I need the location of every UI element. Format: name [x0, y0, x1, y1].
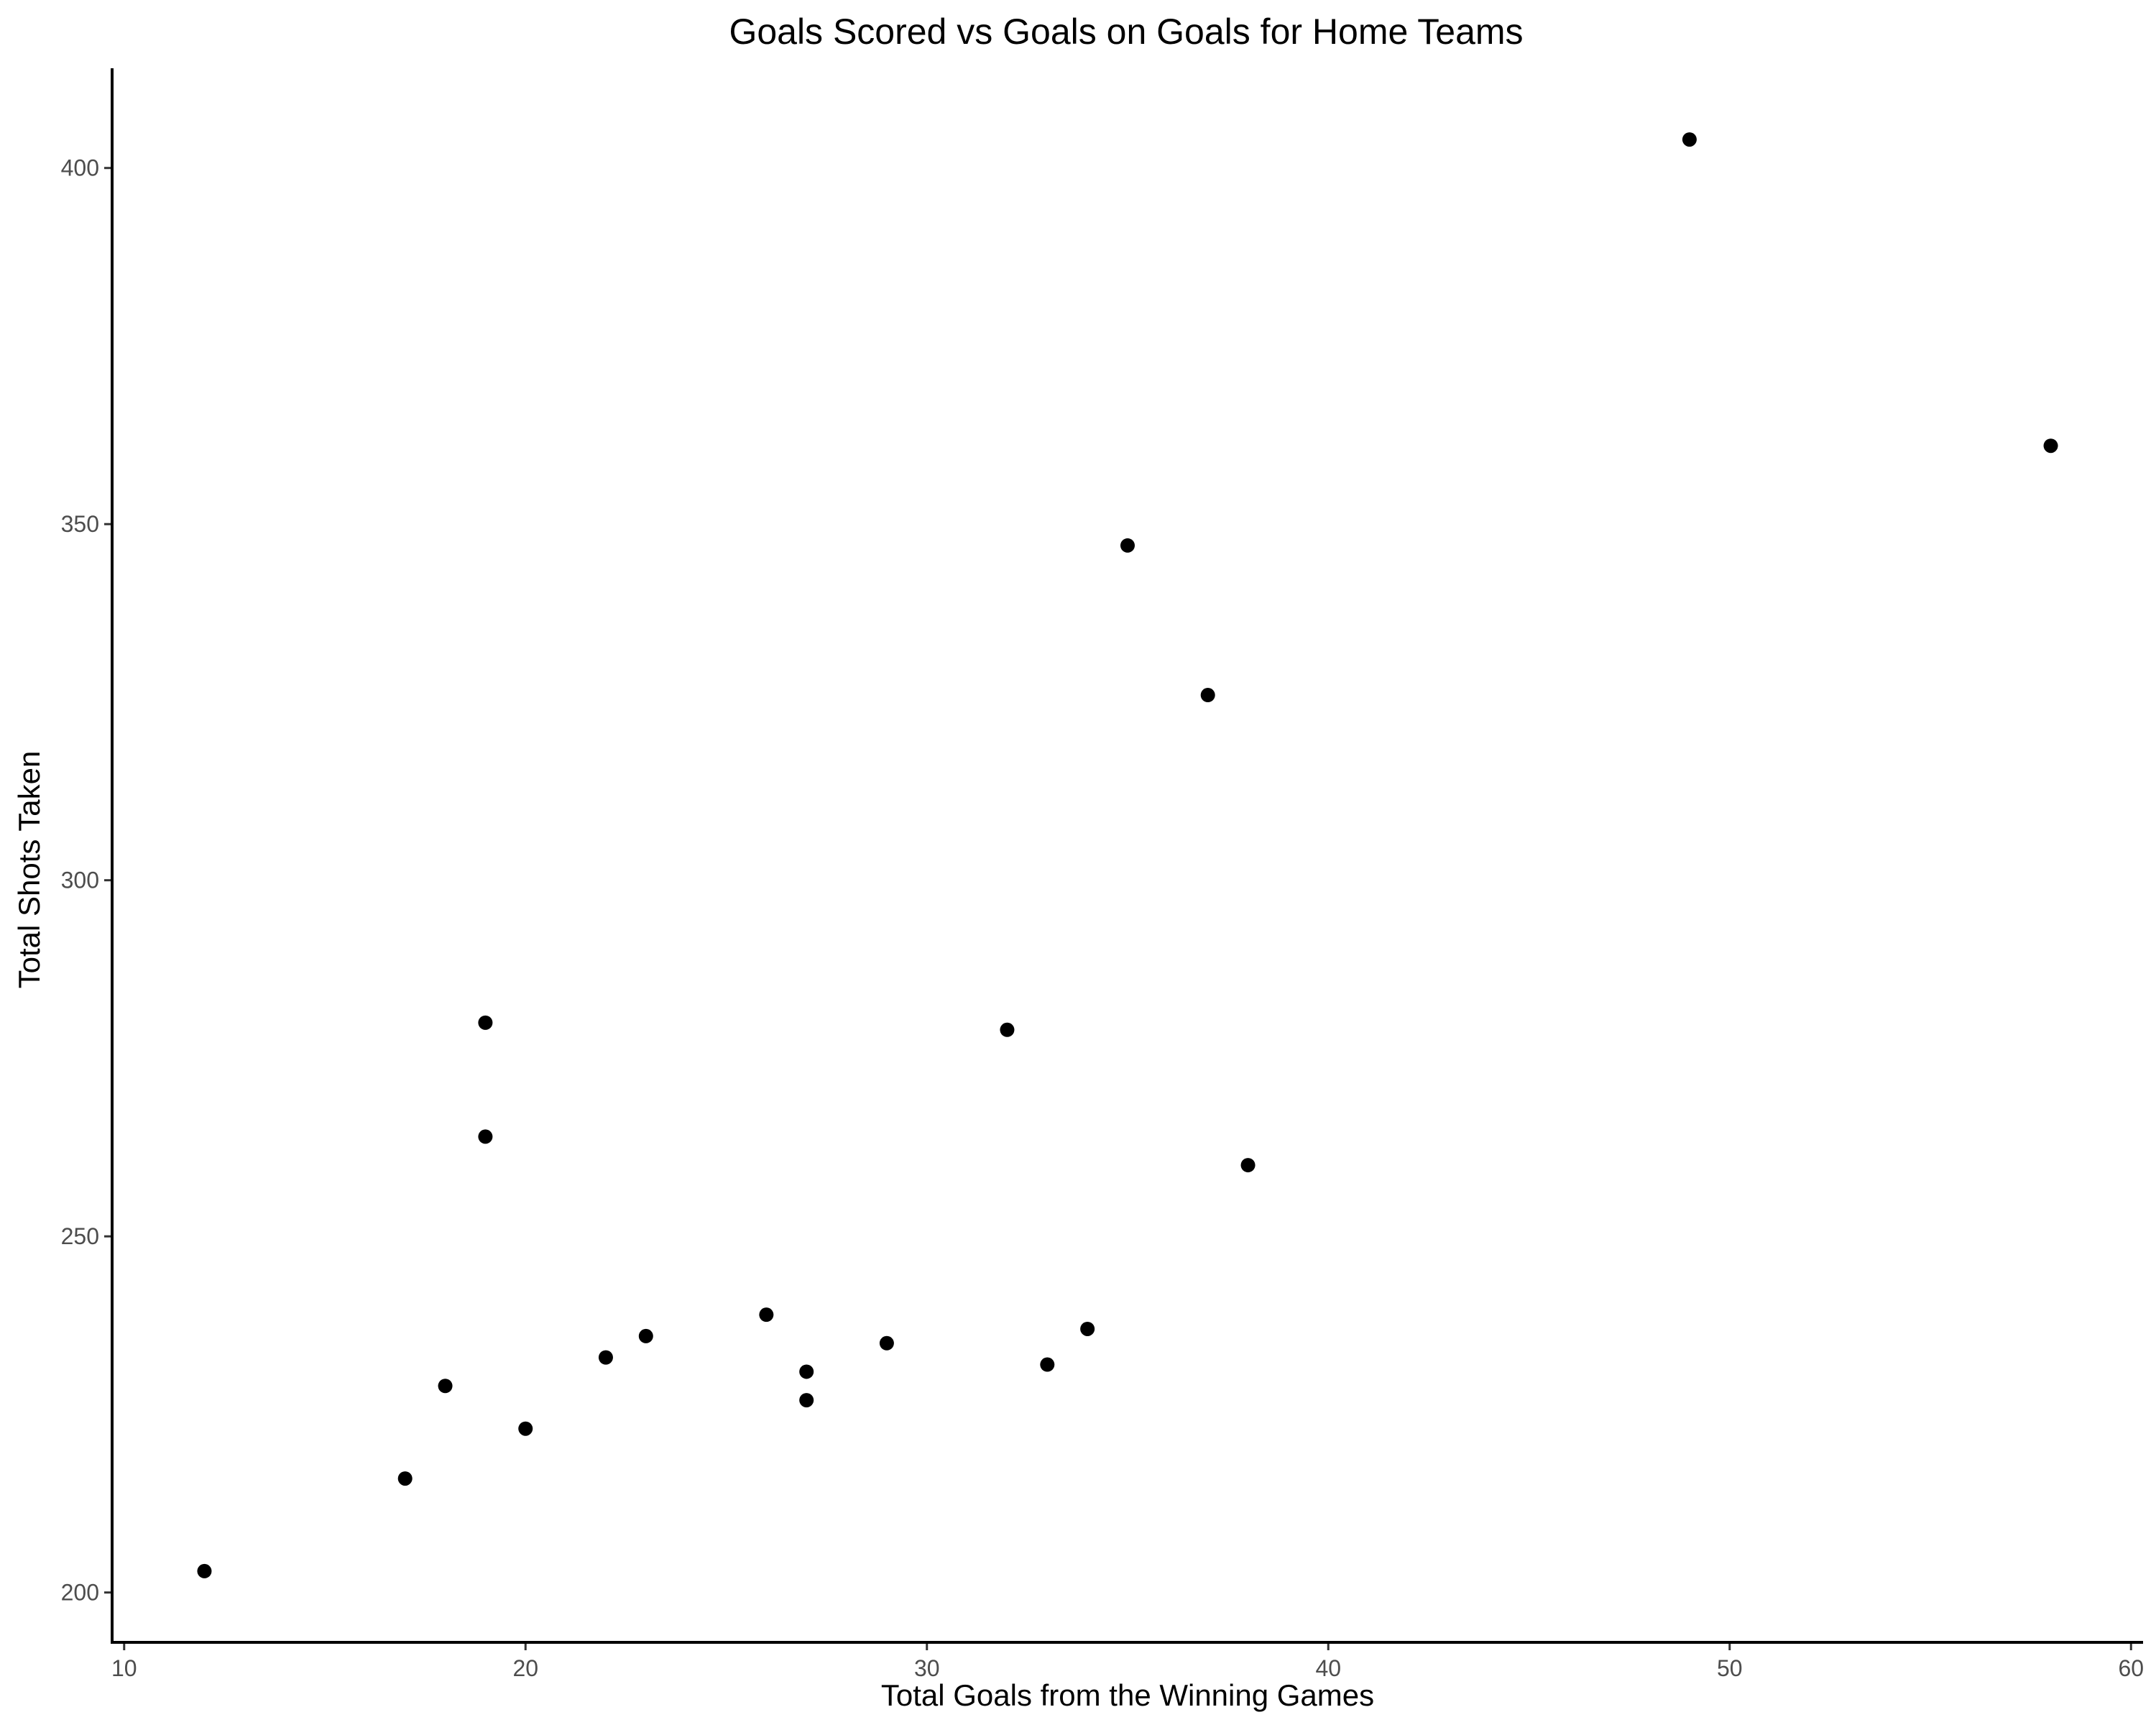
data-point — [518, 1421, 533, 1436]
data-point — [799, 1364, 814, 1379]
x-tick-label: 10 — [111, 1655, 137, 1681]
x-axis-ticks: 10 20 30 40 50 60 — [111, 1642, 2144, 1681]
data-point — [1040, 1357, 1055, 1372]
data-point — [1240, 1158, 1256, 1173]
data-point — [799, 1393, 814, 1408]
data-point — [879, 1335, 894, 1351]
y-tick-label: 400 — [61, 155, 99, 181]
data-point — [638, 1328, 653, 1343]
y-tick-label: 250 — [61, 1223, 99, 1249]
data-point — [1200, 688, 1215, 703]
data-point — [197, 1563, 212, 1578]
y-tick-label: 300 — [61, 868, 99, 893]
data-points — [197, 132, 2058, 1578]
data-point — [1120, 538, 1135, 553]
data-point — [1000, 1022, 1015, 1037]
x-tick-label: 30 — [914, 1655, 940, 1681]
data-point — [2043, 438, 2058, 454]
y-tick-label: 350 — [61, 511, 99, 537]
y-axis-ticks: 200 250 300 350 400 — [61, 155, 112, 1606]
data-point — [1080, 1321, 1095, 1336]
y-tick-label: 200 — [61, 1580, 99, 1606]
x-tick-label: 40 — [1315, 1655, 1341, 1681]
x-tick-label: 20 — [512, 1655, 538, 1681]
data-point — [438, 1379, 453, 1394]
y-axis-title: Total Shots Taken — [12, 751, 46, 989]
data-point — [1682, 132, 1697, 147]
x-tick-label: 60 — [2118, 1655, 2144, 1681]
data-point — [478, 1129, 493, 1144]
data-point — [598, 1350, 613, 1365]
data-point — [478, 1015, 493, 1030]
x-tick-label: 50 — [1717, 1655, 1743, 1681]
x-axis-title: Total Goals from the Winning Games — [881, 1678, 1374, 1712]
chart-title: Goals Scored vs Goals on Goals for Home … — [729, 12, 1523, 52]
data-point — [759, 1307, 774, 1322]
data-point — [397, 1471, 413, 1486]
